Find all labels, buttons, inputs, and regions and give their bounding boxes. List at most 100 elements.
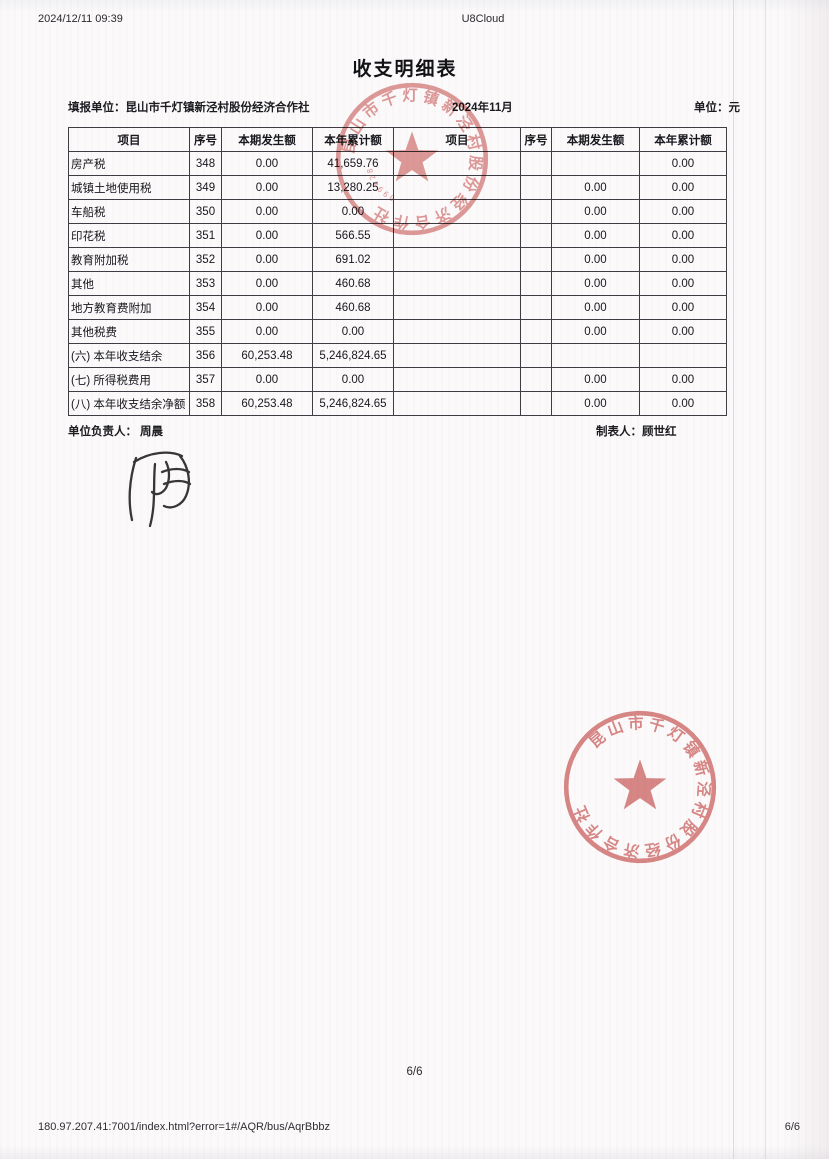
cell-seq xyxy=(520,271,552,296)
cell-current: 0.00 xyxy=(221,319,313,344)
cell-seq: 348 xyxy=(189,151,222,176)
table-row: 车船税 350 0.00 0.00 0.00 0.00 xyxy=(68,199,727,224)
cell-ytd: 0.00 xyxy=(639,319,727,344)
table-row: (七) 所得税费用 357 0.00 0.00 0.00 0.00 xyxy=(68,367,727,392)
cell-seq xyxy=(520,391,552,416)
preparer: 制表人：顾世红 xyxy=(596,423,677,439)
page-number: 6/6 xyxy=(406,1066,423,1078)
cell-current: 60,253.48 xyxy=(221,391,313,416)
cell-item xyxy=(393,199,521,224)
cell-ytd: 0.00 xyxy=(639,199,727,224)
cell-item xyxy=(393,247,521,272)
cell-item xyxy=(393,367,521,392)
col-header-item: 项目 xyxy=(68,127,190,152)
col-header-current: 本期发生额 xyxy=(551,127,640,152)
report-period: 2024年11月 xyxy=(452,102,513,114)
cell-ytd: 0.00 xyxy=(639,367,727,392)
cell-seq xyxy=(520,223,552,248)
table-row: 城镇土地使用税 349 0.00 13,280.25 0.00 0.00 xyxy=(68,175,727,200)
cell-seq xyxy=(520,247,552,272)
cell-current: 0.00 xyxy=(221,175,313,200)
report-info-line: 填报单位：昆山市千灯镇新泾村股份经济合作社 2024年11月 单位：元 xyxy=(0,99,829,115)
cell-ytd: 0.00 xyxy=(639,223,727,248)
cell-item xyxy=(393,175,521,200)
col-header-seq: 序号 xyxy=(520,127,552,152)
cell-ytd: 0.00 xyxy=(639,151,727,176)
footer-url: 180.97.207.41:7001/index.html?error=1#/A… xyxy=(38,1121,330,1133)
scan-artifact-line xyxy=(733,0,734,1159)
responsible-name: 周晨 xyxy=(140,426,163,438)
svg-text:昆山市千灯镇新泾村股份经济合作社: 昆山市千灯镇新泾村股份经济合作社 xyxy=(569,713,714,861)
cell-item: 城镇土地使用税 xyxy=(68,175,190,200)
cell-ytd: 0.00 xyxy=(639,271,727,296)
cell-seq: 358 xyxy=(189,391,222,416)
cell-item: 印花税 xyxy=(68,223,190,248)
cell-item: (六) 本年收支结余 xyxy=(68,343,190,368)
app-title: U8Cloud xyxy=(461,13,505,25)
filing-unit: 填报单位：昆山市千灯镇新泾村股份经济合作社 xyxy=(68,99,310,115)
cell-seq: 353 xyxy=(189,271,222,296)
table-row: 印花税 351 0.00 566.55 0.00 0.00 xyxy=(68,223,727,248)
cell-current: 0.00 xyxy=(221,223,313,248)
signers-line: 单位负责人： 周晨 制表人：顾世红 xyxy=(0,423,829,439)
cell-item xyxy=(393,391,521,416)
cell-current: 0.00 xyxy=(551,391,640,416)
cell-seq: 351 xyxy=(189,223,222,248)
cell-current: 0.00 xyxy=(221,247,313,272)
cell-current xyxy=(551,151,640,176)
cell-seq: 352 xyxy=(189,247,222,272)
preparer-label: 制表人： xyxy=(596,426,642,438)
table-header-row: 项目 序号 本期发生额 本年累计额 项目 序号 本期发生额 本年累计额 xyxy=(68,127,727,152)
cell-seq xyxy=(520,175,552,200)
cell-current: 0.00 xyxy=(221,151,313,176)
cell-seq: 356 xyxy=(189,343,222,368)
expense-detail-table: 项目 序号 本期发生额 本年累计额 项目 序号 本期发生额 本年累计额 房产税 … xyxy=(68,127,727,416)
table-row: 房产税 348 0.00 41,659.76 0.00 xyxy=(68,151,727,176)
cell-item xyxy=(393,151,521,176)
cell-current: 0.00 xyxy=(551,175,640,200)
cell-item: (八) 本年收支结余净额 xyxy=(68,391,190,416)
cell-item: 房产税 xyxy=(68,151,190,176)
cell-ytd: 0.00 xyxy=(639,295,727,320)
report-title: 收支明细表 xyxy=(352,59,458,80)
cell-current: 0.00 xyxy=(551,295,640,320)
cell-ytd: 566.55 xyxy=(312,223,394,248)
cell-ytd: 0.00 xyxy=(312,199,394,224)
cell-seq xyxy=(520,319,552,344)
cell-ytd xyxy=(639,343,727,368)
table-row: 地方教育费附加 354 0.00 460.68 0.00 0.00 xyxy=(68,295,727,320)
col-header-seq: 序号 xyxy=(189,127,222,152)
table-row: 其他税费 355 0.00 0.00 0.00 0.00 xyxy=(68,319,727,344)
cell-current: 0.00 xyxy=(221,295,313,320)
cell-ytd: 0.00 xyxy=(639,247,727,272)
cell-item xyxy=(393,271,521,296)
cell-item: 车船税 xyxy=(68,199,190,224)
cell-item: 其他 xyxy=(68,271,190,296)
cell-current: 0.00 xyxy=(551,271,640,296)
print-timestamp: 2024/12/11 09:39 xyxy=(38,13,123,25)
responsible-label: 单位负责人： xyxy=(68,426,137,438)
cell-current: 0.00 xyxy=(221,367,313,392)
table-row: 教育附加税 352 0.00 691.02 0.00 0.00 xyxy=(68,247,727,272)
cell-item xyxy=(393,319,521,344)
cell-item xyxy=(393,295,521,320)
cell-current: 0.00 xyxy=(551,223,640,248)
cell-ytd: 5,246,824.65 xyxy=(312,343,394,368)
cell-seq xyxy=(520,151,552,176)
table-row: (六) 本年收支结余 356 60,253.48 5,246,824.65 xyxy=(68,343,727,368)
cell-seq xyxy=(520,295,552,320)
currency-unit-label: 单位：元 xyxy=(694,102,740,114)
cell-ytd: 0.00 xyxy=(639,391,727,416)
cell-seq: 350 xyxy=(189,199,222,224)
cell-ytd: 5,246,824.65 xyxy=(312,391,394,416)
cell-current: 0.00 xyxy=(221,271,313,296)
cell-current: 0.00 xyxy=(551,367,640,392)
cell-seq: 354 xyxy=(189,295,222,320)
cell-seq xyxy=(520,367,552,392)
preparer-name: 顾世红 xyxy=(642,426,677,438)
cell-item: 地方教育费附加 xyxy=(68,295,190,320)
filing-unit-value: 昆山市千灯镇新泾村股份经济合作社 xyxy=(125,102,310,114)
seal-text: 昆山市千灯镇新泾村股份经济合作社 xyxy=(569,713,710,861)
cell-ytd: 0.00 xyxy=(312,367,394,392)
cell-current xyxy=(551,343,640,368)
